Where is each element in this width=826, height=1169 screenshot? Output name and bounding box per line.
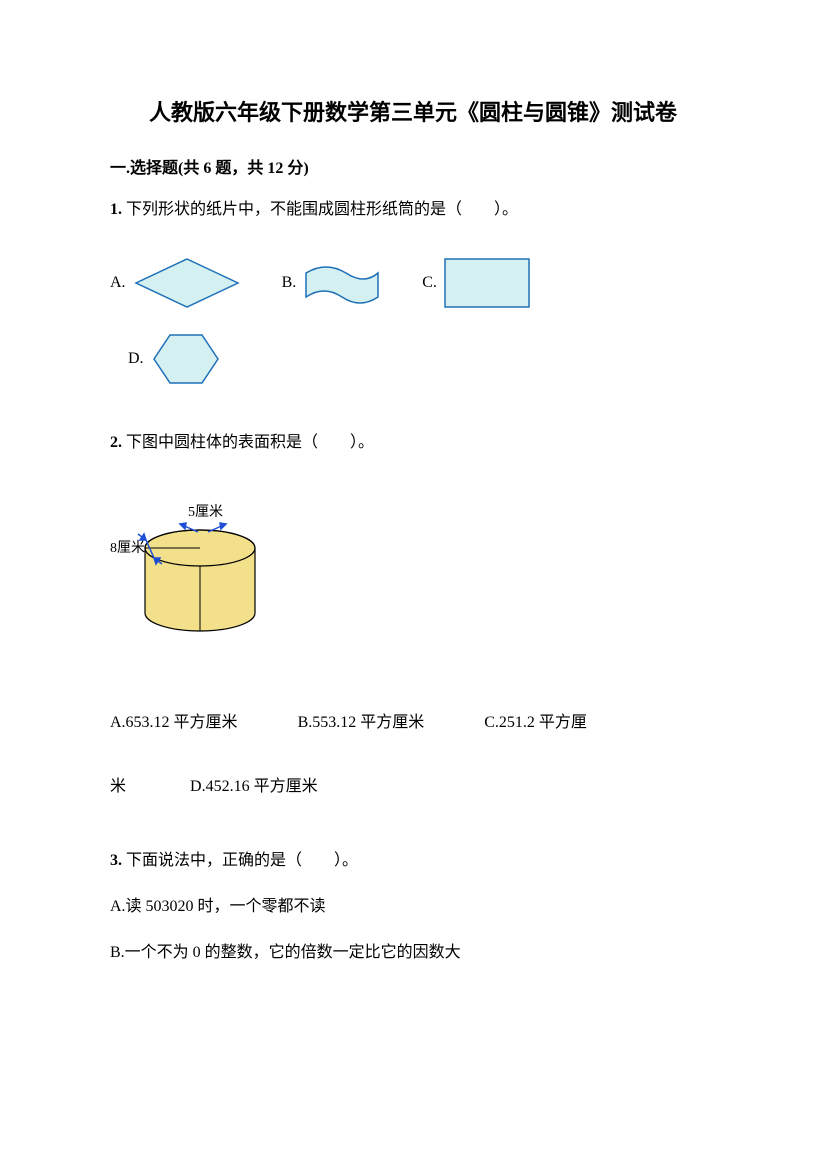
rectangle-icon (443, 257, 531, 309)
q2-opt-a: A.653.12 平方厘米 (110, 708, 238, 732)
rhombus-icon (132, 255, 242, 311)
q1-label-b: B. (282, 274, 297, 292)
q1-label-a: A. (110, 274, 126, 292)
dim-5cm: 5厘米 (188, 504, 223, 520)
q1-option-b: B. (282, 259, 383, 307)
q2-figure: 5厘米 8厘米 (110, 488, 716, 658)
question-3: 3. 下面说法中，正确的是（ ）。 (110, 846, 716, 870)
q1-option-a: A. (110, 255, 242, 311)
hexagon-icon (150, 329, 222, 389)
q2-answers-row-1: A.653.12 平方厘米 B.553.12 平方厘米 C.251.2 平方厘 (110, 708, 716, 732)
q2-opt-d: D.452.16 平方厘米 (190, 778, 318, 795)
question-1: 1. 下列形状的纸片中，不能围成圆柱形纸筒的是（ ）。 (110, 196, 716, 225)
q1-option-c: C. (422, 257, 531, 309)
q1-shapes-row: A. B. C. (110, 255, 716, 311)
q2-opt-b: B.553.12 平方厘米 (298, 708, 425, 732)
section-1-header: 一.选择题(共 6 题，共 12 分) (110, 154, 716, 178)
q1-number: 1. (110, 201, 122, 218)
dim-8cm: 8厘米 (110, 540, 145, 556)
q2-opt-c: C.251.2 平方厘 (484, 708, 587, 732)
q3-text: 下面说法中，正确的是（ ）。 (126, 852, 358, 869)
question-2: 2. 下图中圆柱体的表面积是（ ）。 (110, 429, 716, 458)
q2-text: 下图中圆柱体的表面积是（ ）。 (126, 434, 374, 451)
page-title: 人教版六年级下册数学第三单元《圆柱与圆锥》测试卷 (110, 95, 716, 130)
cylinder-icon: 5厘米 8厘米 (110, 488, 290, 658)
q1-label-c: C. (422, 274, 437, 292)
q3-opt-b: B.一个不为 0 的整数，它的倍数一定比它的因数大 (110, 938, 716, 962)
q1-text: 下列形状的纸片中，不能围成圆柱形纸筒的是（ ）。 (126, 201, 518, 218)
q1-label-d: D. (128, 350, 144, 368)
q2-opt-c-cont: 米 (110, 778, 126, 795)
q2-answers-row-2: 米 D.452.16 平方厘米 (110, 772, 716, 796)
wave-icon (302, 259, 382, 307)
q3-number: 3. (110, 852, 122, 869)
q1-option-d: D. (128, 329, 716, 389)
q3-opt-a: A.读 503020 时，一个零都不读 (110, 892, 716, 916)
q2-number: 2. (110, 434, 122, 451)
